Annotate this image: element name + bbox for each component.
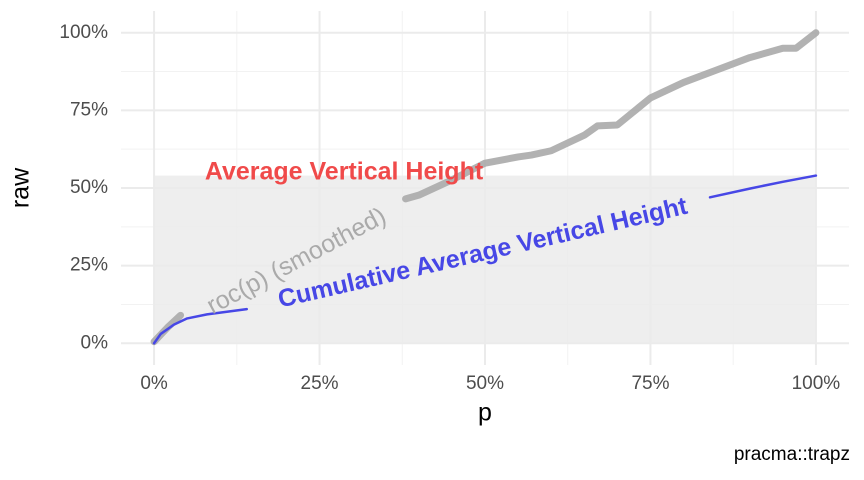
x-tick-label: 75% xyxy=(631,373,669,394)
y-tick-label: 75% xyxy=(70,99,108,120)
x-tick-label: 25% xyxy=(301,373,339,394)
y-axis-title: raw xyxy=(7,167,35,208)
caption: pracma::trapz xyxy=(734,444,850,465)
y-tick-label: 50% xyxy=(70,177,108,198)
x-tick-label: 100% xyxy=(792,373,841,394)
series-line xyxy=(152,174,818,345)
x-tick-label: 50% xyxy=(466,373,504,394)
average-area xyxy=(154,175,816,344)
y-tick-label: 25% xyxy=(70,255,108,276)
y-tick-label: 100% xyxy=(59,22,108,43)
annotation: Average Vertical Height xyxy=(205,158,484,186)
x-axis-title: p xyxy=(478,399,492,427)
x-tick-label: 0% xyxy=(140,373,168,394)
y-tick-label: 0% xyxy=(81,332,109,353)
